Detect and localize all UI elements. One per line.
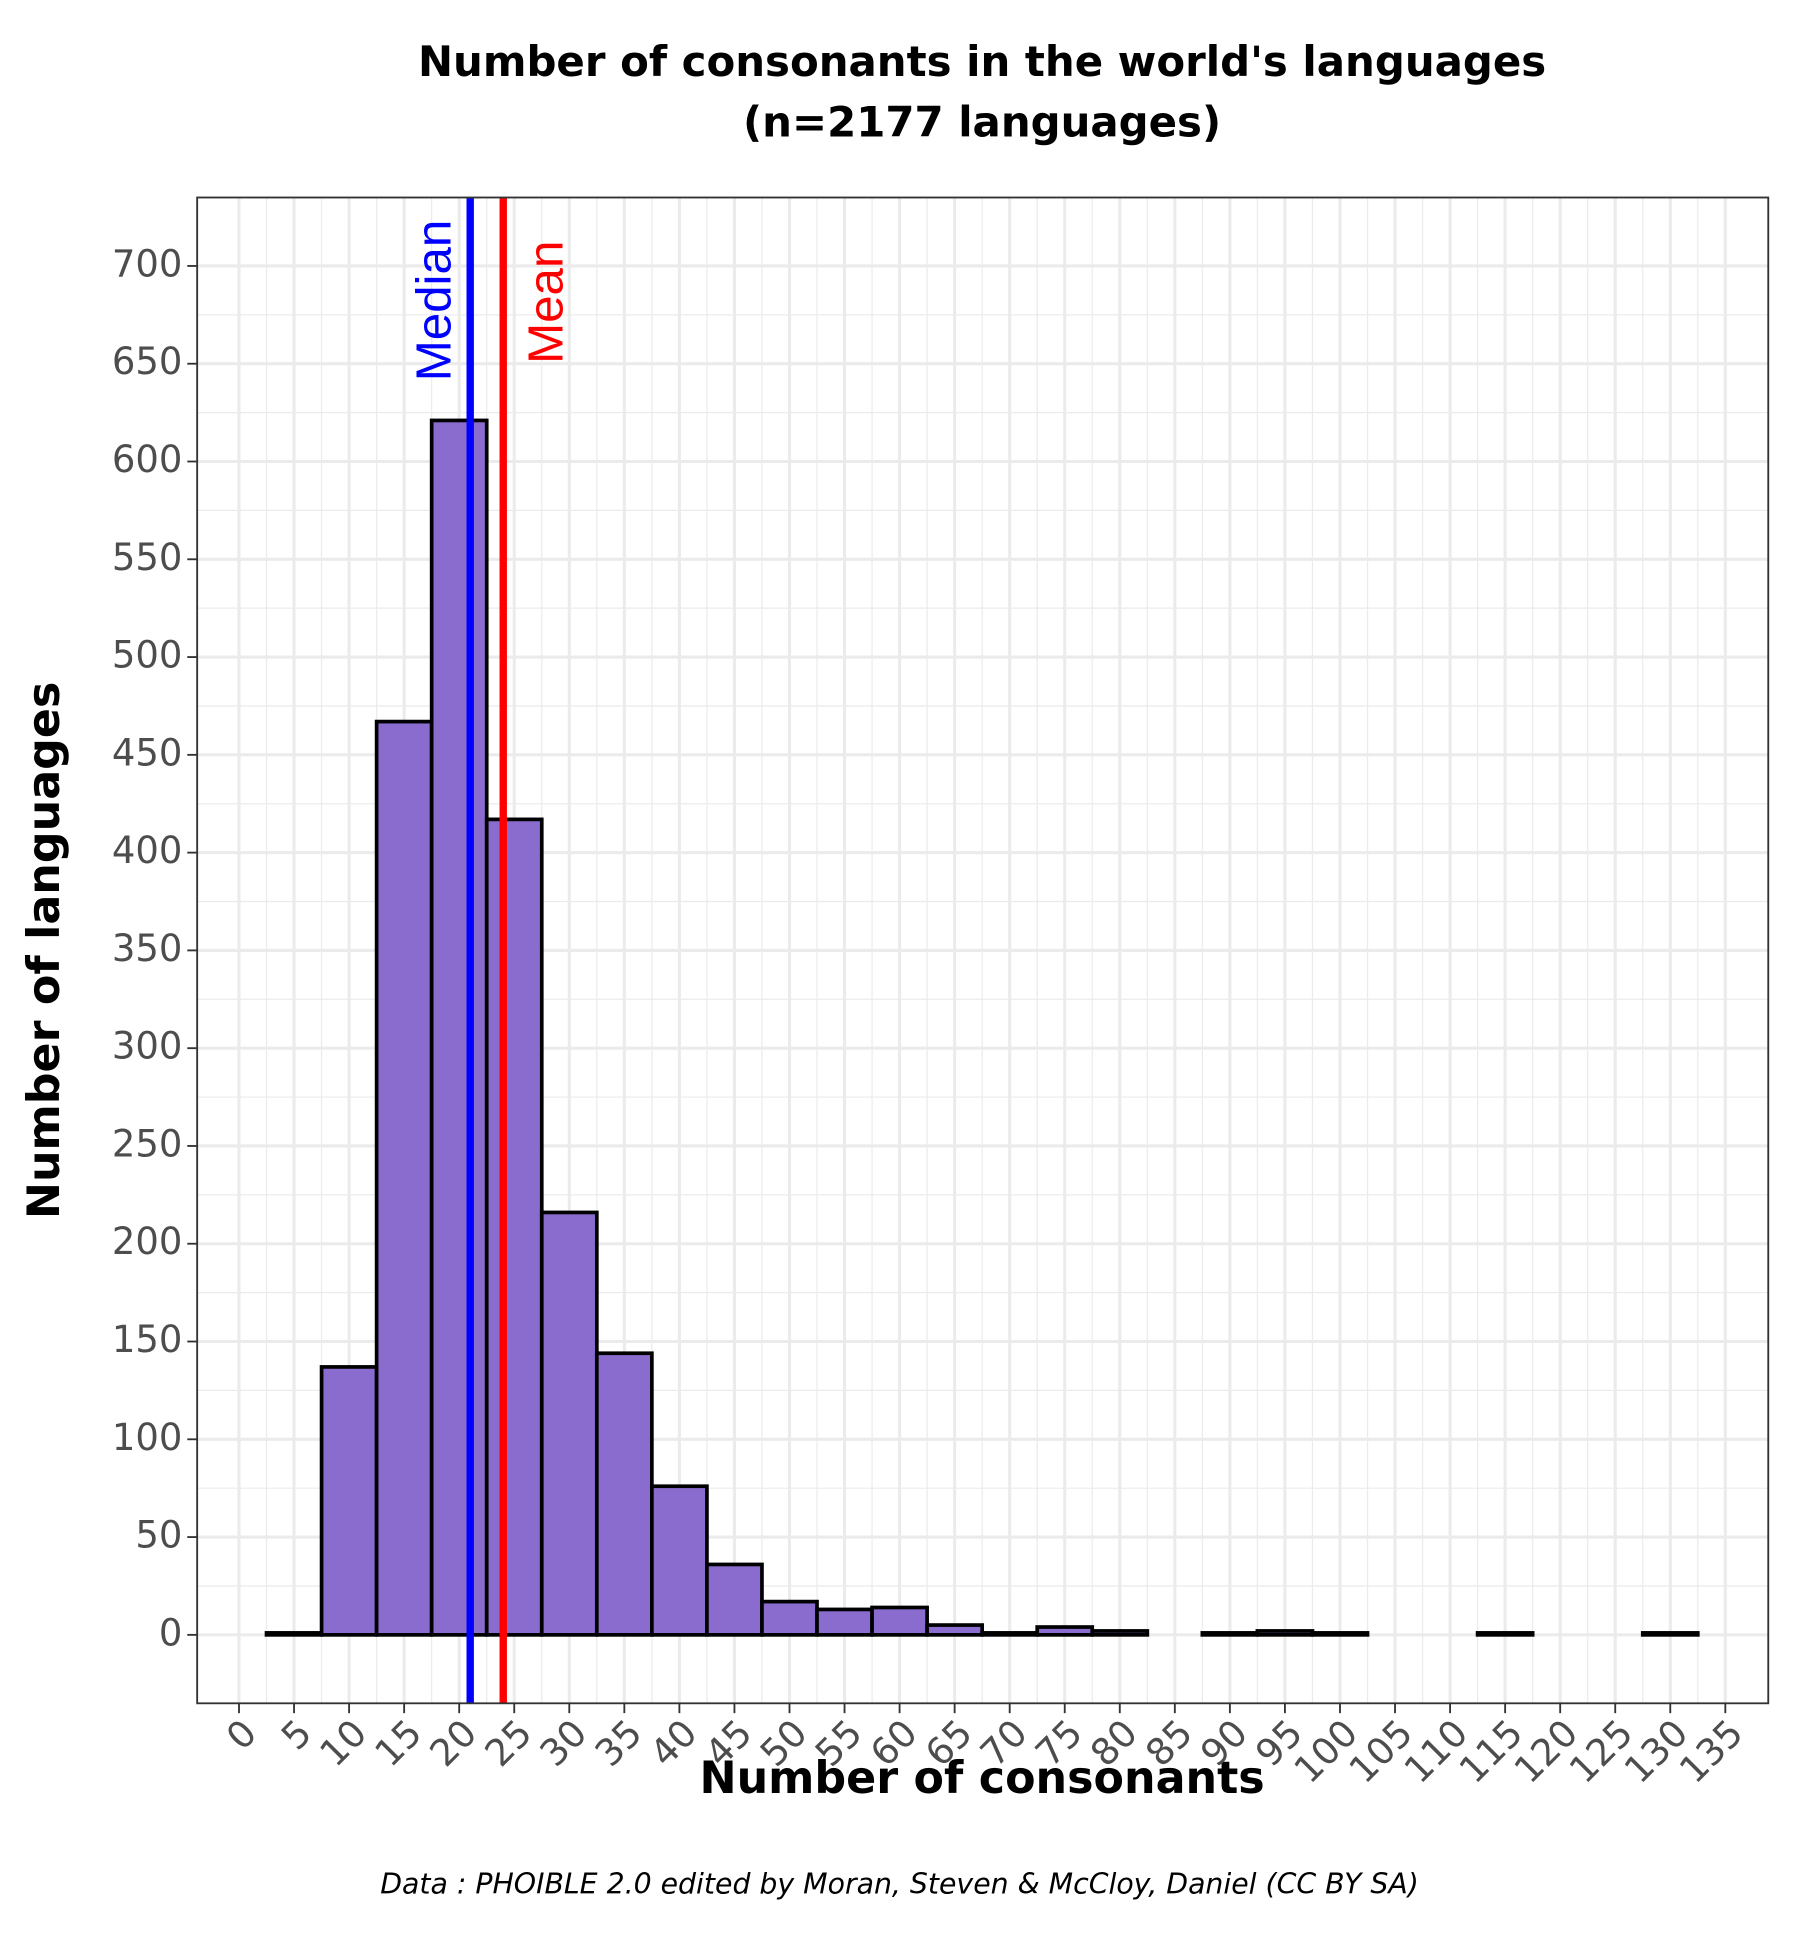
y-tick-label: 200 — [112, 1220, 183, 1263]
y-tick-label: 600 — [112, 438, 183, 481]
y-tick-label: 300 — [112, 1025, 183, 1068]
bar — [1035, 1625, 1095, 1637]
caption: Data : PHOIBLE 2.0 edited by Moran, Stev… — [380, 1868, 1419, 1901]
bar — [374, 719, 434, 1637]
bar — [264, 1631, 324, 1637]
bar — [484, 817, 544, 1637]
bar — [1200, 1631, 1260, 1637]
y-tick-label: 650 — [112, 340, 183, 383]
bar — [429, 418, 489, 1637]
bar — [870, 1605, 929, 1637]
bar — [319, 1365, 379, 1637]
y-tick-label: 450 — [112, 731, 183, 774]
y-tick-label: 400 — [112, 829, 183, 872]
bar — [760, 1599, 819, 1637]
bar — [980, 1631, 1040, 1637]
y-tick-label: 100 — [112, 1416, 183, 1459]
plot: Median Mean — [264, 197, 1700, 1704]
y-tick-label: 350 — [112, 927, 183, 970]
reference-label: Median — [406, 220, 461, 382]
bar — [1255, 1629, 1315, 1637]
bar — [925, 1623, 985, 1637]
y-tick-label: 550 — [112, 536, 183, 579]
y-tick-label: 50 — [135, 1514, 182, 1557]
bar — [594, 1351, 654, 1637]
bar — [539, 1210, 599, 1637]
bar — [1475, 1631, 1535, 1637]
bar — [650, 1484, 709, 1637]
y-axis-title: Number of languages — [19, 682, 70, 1220]
chart-title: Number of consonants in the world's lang… — [418, 37, 1546, 86]
y-tick-label: 500 — [112, 634, 183, 677]
chart-subtitle: (n=2177 languages) — [743, 97, 1221, 146]
x-axis-title: Number of consonants — [699, 1753, 1264, 1804]
y-tick-label: 250 — [112, 1122, 183, 1165]
bar — [815, 1607, 874, 1637]
y-tick-label: 700 — [112, 242, 183, 285]
bar — [705, 1562, 764, 1637]
bar — [1310, 1631, 1370, 1637]
bar — [1090, 1629, 1150, 1637]
bar — [1640, 1631, 1700, 1637]
y-tick-label: 150 — [112, 1318, 183, 1361]
y-tick-label: 0 — [159, 1611, 183, 1654]
reference-label: Mean — [518, 241, 573, 364]
